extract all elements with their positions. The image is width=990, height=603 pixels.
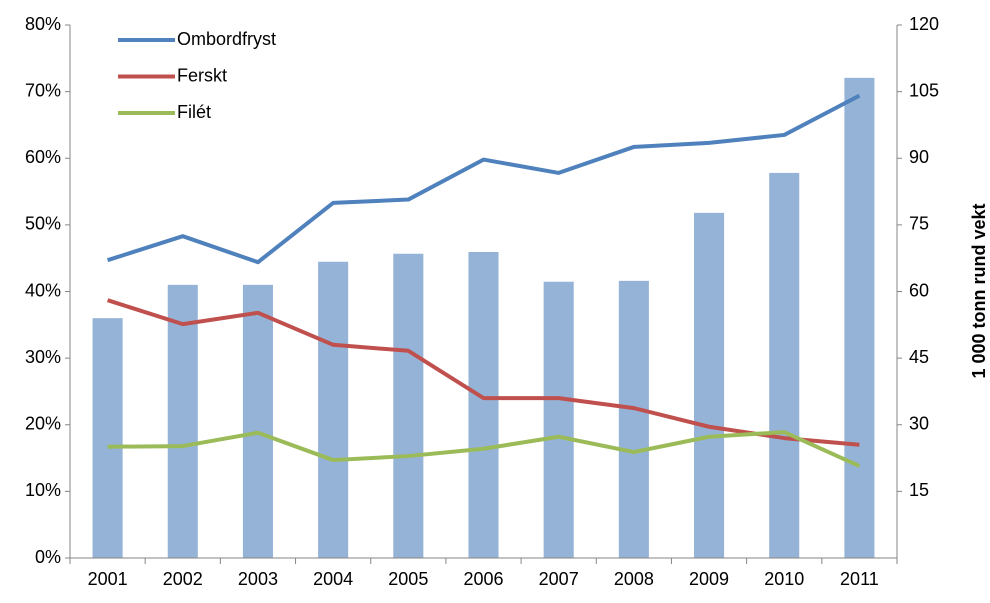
bar [393, 253, 424, 558]
bar [694, 212, 725, 558]
y-tick-label: 80% [25, 14, 61, 34]
line [107, 430, 861, 468]
y-tick-label: 20% [25, 414, 61, 434]
x-tick-label: 2008 [614, 569, 654, 589]
y2-tick-label: 45 [909, 347, 929, 367]
bar [92, 318, 123, 558]
y-tick-label: 50% [25, 214, 61, 234]
y2-tick-label: 120 [909, 14, 939, 34]
y2-tick-label: 105 [909, 80, 939, 100]
x-tick-label: 2004 [313, 569, 353, 589]
bar [543, 281, 574, 558]
bar [242, 284, 273, 558]
bar [468, 251, 499, 558]
y2-tick-label: 90 [909, 147, 929, 167]
bar [167, 284, 198, 558]
x-tick-label: 2010 [764, 569, 804, 589]
y-tick-label: 60% [25, 147, 61, 167]
bar [769, 172, 800, 558]
line [106, 298, 860, 447]
x-tick-label: 2005 [388, 569, 428, 589]
bar [318, 261, 349, 558]
y-tick-label: 70% [25, 80, 61, 100]
line [106, 93, 861, 265]
x-tick-label: 2003 [238, 569, 278, 589]
x-tick-label: 2011 [840, 569, 879, 589]
y-tick-label: 10% [25, 480, 61, 500]
x-tick-label: 2006 [463, 569, 503, 589]
x-tick-label: 2009 [689, 569, 729, 589]
y2-tick-label: 75 [909, 214, 929, 234]
x-tick-label: 2002 [163, 569, 203, 589]
legend-label: Ombordfryst [177, 29, 276, 49]
y-tick-label: 40% [25, 280, 61, 300]
bar [618, 280, 649, 558]
x-tick-label: 2007 [539, 569, 579, 589]
legend-label: Filét [177, 102, 211, 122]
bar [844, 77, 875, 558]
y2-tick-label: 60 [909, 280, 929, 300]
y2-tick-label: 15 [909, 480, 929, 500]
y-tick-label: 30% [25, 347, 61, 367]
y2-axis-title: 1 000 tonn rund vekt [969, 203, 989, 378]
legend-label: Ferskt [177, 65, 227, 85]
x-tick-label: 2001 [88, 569, 128, 589]
y2-tick-label: 30 [909, 414, 929, 434]
y-tick-label: 0% [35, 547, 61, 567]
